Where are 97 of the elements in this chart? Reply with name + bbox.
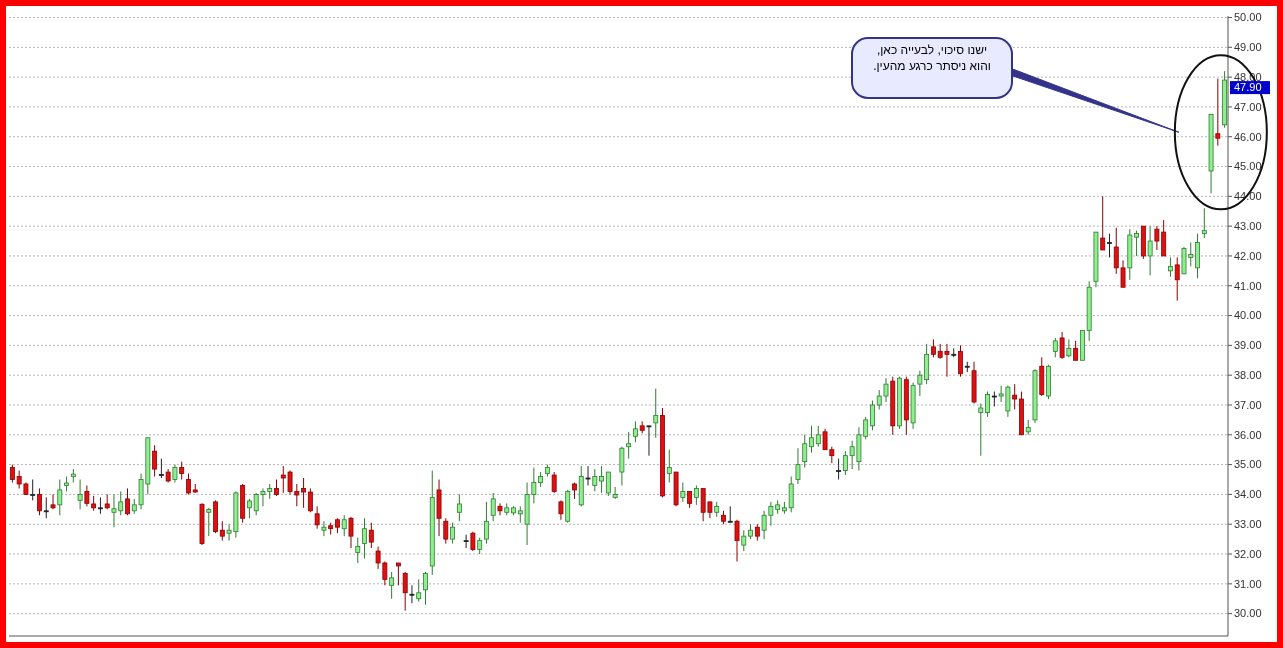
candlestick	[626, 431, 632, 460]
candlestick	[958, 344, 963, 378]
annotation: ישנו סיכוי, לבעייה כאן, והוא ניסתר כרגע מהעין.	[873, 43, 991, 73]
candlestick	[1168, 256, 1173, 278]
y-tick-label: 31.00	[1234, 577, 1262, 590]
candlestick	[619, 446, 625, 486]
candlestick	[341, 514, 347, 537]
candlestick	[246, 498, 252, 519]
candlestick	[741, 529, 747, 552]
candlestick	[30, 479, 36, 501]
candlestick	[409, 584, 415, 604]
candlestick	[1215, 78, 1221, 147]
candlestick	[1066, 338, 1072, 358]
candlestick	[836, 458, 842, 481]
candlestick	[37, 487, 42, 516]
candlestick	[402, 571, 408, 612]
y-tick-label: 34.00	[1234, 488, 1262, 501]
candlestick	[815, 425, 821, 448]
candlestick	[497, 502, 503, 516]
candlestick	[1107, 233, 1112, 258]
candlestick	[802, 434, 808, 469]
candlestick	[809, 425, 814, 454]
candlestick	[978, 403, 984, 457]
candlestick	[97, 496, 103, 515]
candlestick	[727, 505, 733, 524]
candlestick	[1174, 256, 1180, 302]
y-tick-label: 41.00	[1234, 279, 1262, 292]
candlestick	[50, 493, 56, 510]
y-tick-label: 50.00	[1234, 11, 1262, 24]
candlestick	[125, 487, 130, 516]
candlestick	[592, 468, 598, 492]
candlestick	[585, 465, 591, 486]
candlestick	[558, 499, 564, 521]
candlestick	[484, 501, 489, 545]
candlestick	[77, 479, 83, 510]
candlestick	[1012, 383, 1018, 410]
candlestick	[307, 487, 313, 513]
candlestick	[666, 449, 672, 483]
candlestick	[355, 537, 361, 564]
candlestick	[680, 481, 686, 503]
candlestick	[450, 522, 456, 545]
candlestick	[633, 420, 638, 443]
candlestick	[693, 484, 699, 506]
candlestick	[870, 400, 875, 431]
candlestick	[395, 562, 401, 586]
y-tick-label: 33.00	[1234, 518, 1262, 531]
candlestick	[43, 496, 49, 519]
candlestick	[368, 522, 374, 549]
y-tick-label: 35.00	[1234, 458, 1262, 471]
candlestick	[416, 578, 422, 603]
y-tick-label: 40.00	[1234, 309, 1262, 322]
candlestick	[158, 458, 164, 479]
candlestick	[470, 531, 476, 552]
y-tick-label: 32.00	[1234, 547, 1262, 560]
candlestick	[1052, 337, 1058, 358]
candlestick	[605, 471, 611, 497]
candlestick	[1100, 195, 1106, 251]
candlestick	[490, 492, 496, 522]
candlestick	[1059, 331, 1065, 360]
candlestick	[389, 571, 395, 600]
y-tick-label: 45.00	[1234, 160, 1262, 173]
candlestick	[314, 505, 320, 530]
y-tick-label: 30.00	[1234, 607, 1262, 620]
candlestick	[362, 517, 367, 559]
candlestick	[551, 471, 557, 494]
candlestick	[1201, 207, 1207, 239]
candlestick	[788, 476, 794, 513]
candlestick	[456, 493, 462, 522]
candlestick	[599, 465, 604, 494]
candlestick	[443, 517, 449, 545]
y-tick-label: 39.00	[1234, 339, 1262, 352]
y-tick-label: 47.00	[1234, 100, 1262, 113]
candlestick	[321, 520, 327, 537]
y-tick-label: 38.00	[1234, 369, 1262, 382]
candlestick	[463, 534, 469, 549]
candlestick	[348, 516, 354, 549]
candlestick	[1134, 230, 1139, 257]
y-tick-label: 49.00	[1234, 41, 1262, 54]
candlestick	[795, 447, 801, 485]
candlestick	[646, 425, 652, 457]
candlestick	[612, 486, 618, 500]
candlestick	[423, 571, 428, 606]
candlestick	[1073, 340, 1079, 361]
candlestick	[985, 391, 991, 418]
text: 47.90	[1234, 81, 1262, 94]
y-tick-label: 46.00	[1234, 130, 1262, 143]
candlestick	[152, 444, 158, 478]
candlestick	[219, 520, 225, 542]
candlestick	[653, 388, 659, 439]
candlestick	[734, 519, 740, 562]
y-tick-label: 42.00	[1234, 249, 1262, 262]
candlestick	[57, 479, 63, 516]
y-tick-label: 37.00	[1234, 398, 1262, 411]
y-tick-label: 36.00	[1234, 428, 1262, 441]
candlestick	[1147, 225, 1153, 276]
candlestick	[206, 507, 212, 537]
y-tick-label: 43.00	[1234, 219, 1262, 232]
